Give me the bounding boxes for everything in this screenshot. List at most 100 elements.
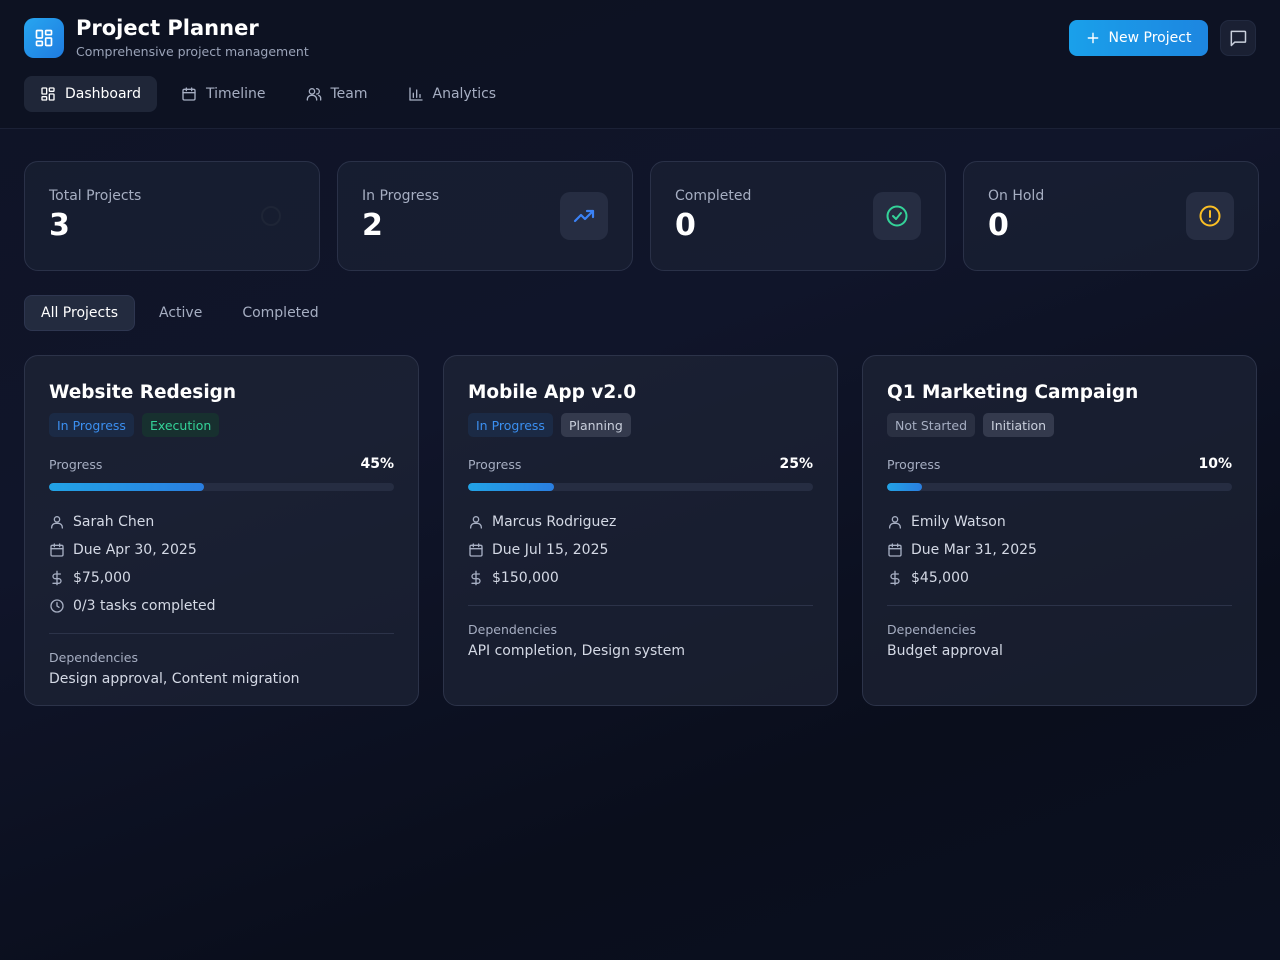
owner-name: Emily Watson (911, 514, 1006, 530)
dollar-icon (890, 570, 900, 586)
project-tasks: 0/3 tasks completed (49, 592, 394, 620)
calendar-icon (888, 543, 902, 557)
dependencies-label: Dependencies (49, 650, 138, 665)
progress-percent: 10% (1198, 456, 1232, 472)
main-nav: Dashboard Timeline Team Analytics (24, 76, 512, 112)
divider (468, 605, 813, 606)
project-budget: $150,000 (468, 564, 813, 592)
tab-label: Timeline (205, 86, 266, 102)
dependencies-value: API completion, Design system (468, 643, 686, 659)
stat-completed: Completed 0 (650, 161, 946, 271)
filter-all-projects[interactable]: All Projects (24, 295, 135, 331)
stat-label: Completed (675, 188, 752, 204)
project-title: Mobile App v2.0 (468, 382, 637, 403)
project-due-date: Due Apr 30, 2025 (49, 536, 394, 564)
stat-value: 2 (362, 208, 383, 243)
project-card[interactable]: Mobile App v2.0 In Progress Planning Pro… (443, 355, 838, 706)
dependencies-label: Dependencies (468, 622, 557, 637)
stat-value: 0 (675, 208, 696, 243)
owner-name: Marcus Rodriguez (492, 514, 617, 530)
stat-label: In Progress (362, 188, 440, 204)
tasks-summary: 0/3 tasks completed (73, 598, 216, 614)
divider (49, 633, 394, 634)
due-date: Due Mar 31, 2025 (911, 542, 1037, 558)
tab-timeline[interactable]: Timeline (165, 76, 282, 112)
status-badge: In Progress (468, 413, 553, 437)
users-icon (306, 88, 321, 101)
project-title: Website Redesign (49, 382, 237, 403)
stat-value: 3 (49, 208, 70, 243)
stat-value: 0 (988, 208, 1009, 243)
project-due-date: Due Jul 15, 2025 (468, 536, 813, 564)
progress-bar (887, 483, 1232, 491)
phase-badge: Initiation (983, 413, 1055, 437)
app-header: Project Planner Comprehensive project ma… (0, 0, 1280, 129)
divider (887, 605, 1232, 606)
stat-label: Total Projects (49, 188, 142, 204)
filter-completed[interactable]: Completed (242, 305, 319, 321)
progress-label: Progress (49, 456, 103, 472)
budget-value: $45,000 (911, 570, 969, 586)
trending-up-icon (560, 192, 608, 240)
tab-label: Dashboard (65, 86, 141, 102)
new-project-label: New Project (1108, 30, 1192, 46)
dashboard-icon (35, 29, 53, 47)
phase-badge: Planning (560, 413, 631, 437)
plus-icon (1087, 32, 1098, 44)
due-date: Due Apr 30, 2025 (73, 542, 197, 558)
dependencies-value: Budget approval (887, 643, 1003, 659)
dollar-icon (52, 570, 62, 586)
check-circle-icon (873, 192, 921, 240)
progress-bar-fill (49, 483, 205, 491)
progress-percent: 45% (360, 456, 394, 472)
app-logo (24, 18, 64, 58)
circle-icon (247, 192, 295, 240)
budget-value: $75,000 (73, 570, 131, 586)
user-icon (470, 516, 482, 529)
stat-label: On Hold (988, 188, 1045, 204)
filter-active[interactable]: Active (159, 305, 203, 321)
calendar-icon (469, 543, 483, 557)
project-filters: All Projects Active Completed (24, 295, 335, 331)
progress-percent: 25% (779, 456, 813, 472)
user-icon (51, 516, 63, 529)
tab-team[interactable]: Team (290, 76, 384, 112)
calendar-icon (182, 87, 196, 101)
project-title: Q1 Marketing Campaign (887, 382, 1139, 403)
app-title: Project Planner (76, 16, 259, 40)
project-card[interactable]: Website Redesign In Progress Execution P… (24, 355, 419, 706)
progress-bar (468, 483, 813, 491)
stat-on-hold: On Hold 0 (963, 161, 1259, 271)
messages-button[interactable] (1220, 20, 1256, 56)
budget-value: $150,000 (492, 570, 559, 586)
project-owner: Sarah Chen (49, 508, 394, 536)
project-card[interactable]: Q1 Marketing Campaign Not Started Initia… (862, 355, 1257, 706)
project-cards: Website Redesign In Progress Execution P… (24, 355, 1257, 706)
progress-bar-fill (468, 483, 555, 491)
new-project-button[interactable]: New Project (1069, 20, 1208, 56)
status-badge: Not Started (887, 413, 976, 437)
tab-dashboard[interactable]: Dashboard (24, 76, 157, 112)
progress-bar-fill (887, 483, 922, 491)
user-icon (889, 516, 901, 529)
dollar-icon (471, 570, 481, 586)
calendar-icon (50, 543, 64, 557)
tab-analytics[interactable]: Analytics (392, 76, 513, 112)
progress-label: Progress (468, 456, 522, 472)
alert-circle-icon (1186, 192, 1234, 240)
project-budget: $45,000 (887, 564, 1232, 592)
app-subtitle: Comprehensive project management (76, 44, 309, 59)
project-due-date: Due Mar 31, 2025 (887, 536, 1232, 564)
tab-label: Analytics (432, 86, 497, 102)
dashboard-icon (41, 87, 55, 101)
progress-bar (49, 483, 394, 491)
due-date: Due Jul 15, 2025 (492, 542, 609, 558)
project-budget: $75,000 (49, 564, 394, 592)
stat-total-projects: Total Projects 3 (24, 161, 320, 271)
message-square-icon (1230, 30, 1247, 47)
dependencies-label: Dependencies (887, 622, 976, 637)
clock-icon (50, 599, 64, 613)
tab-label: Team (330, 86, 368, 102)
stats-row: Total Projects 3 In Progress 2 Completed… (24, 161, 1259, 271)
phase-badge: Execution (141, 413, 220, 437)
